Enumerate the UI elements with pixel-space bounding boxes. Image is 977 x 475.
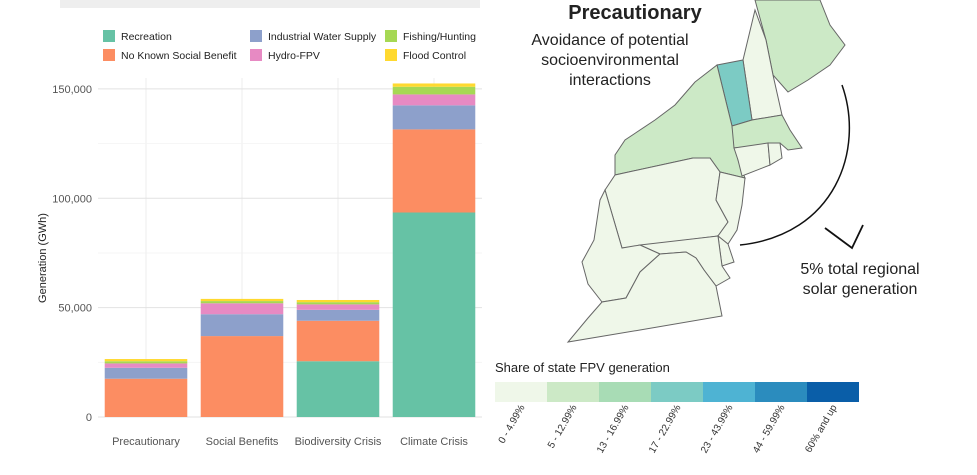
- generation-note-line: solar generation: [802, 281, 918, 298]
- bar-segment-fishing-hunting: [104, 361, 188, 364]
- bar-segment-no-known-social-benefit: [104, 378, 188, 417]
- bar-segment-hydro-fpv: [104, 363, 188, 368]
- bar-segment-recreation: [392, 212, 476, 417]
- scale-swatch: [703, 382, 755, 402]
- legend-swatch: [385, 30, 397, 42]
- map-subtitle-line: Avoidance of potential: [531, 32, 689, 49]
- map-subtitle-line: interactions: [569, 72, 651, 89]
- bar-segment-fishing-hunting: [296, 302, 380, 305]
- bar-segment-flood-control: [392, 83, 476, 87]
- map-panel: 0 - 4.99% 5 - 12.99% 13 - 16.99% 17 - 22.99…: [490, 0, 977, 475]
- y-axis-ticks: 0 50,000 100,000 150,000: [52, 84, 92, 424]
- bar-segment-industrial-water-supply: [200, 314, 284, 337]
- scale-swatch: [755, 382, 807, 402]
- scale-label: 5 - 12.99%: [546, 403, 580, 450]
- scale-swatch: [599, 382, 651, 402]
- chart-legend: Recreation Industrial Water Supply Fishing…: [103, 30, 476, 62]
- scale-swatch: [547, 382, 599, 402]
- note-arc-arrow: [739, 84, 851, 246]
- x-tick-label: Precautionary: [112, 436, 180, 448]
- legend-label: Hydro-FPV: [268, 50, 320, 62]
- scale-title: Share of state FPV generation: [495, 360, 670, 375]
- scale-label: 23 - 43.99%: [699, 403, 736, 455]
- legend-swatch: [103, 49, 115, 61]
- y-tick-label: 100,000: [52, 193, 92, 205]
- stacked-bar-chart: Recreation Industrial Water Supply Fishing…: [37, 0, 482, 448]
- scale-label: 60% and up: [803, 403, 839, 455]
- note-arrow-head: [824, 224, 864, 250]
- y-axis-label: Generation (GWh): [37, 213, 49, 303]
- legend-swatch: [385, 49, 397, 61]
- legend-swatch: [250, 49, 262, 61]
- scale-swatch: [651, 382, 703, 402]
- scale-label: 44 - 59.99%: [751, 403, 788, 455]
- bar-segment-recreation: [296, 361, 380, 417]
- x-axis-ticks: Precautionary Social Benefits Biodiversity…: [112, 436, 468, 448]
- x-tick-label: Social Benefits: [206, 436, 279, 448]
- bar-segment-industrial-water-supply: [104, 367, 188, 379]
- bar-segment-hydro-fpv: [296, 304, 380, 310]
- map-state-virginia: [566, 251, 723, 343]
- state-map: 0 - 4.99% 5 - 12.99% 13 - 16.99% 17 - 22.99…: [495, 0, 864, 455]
- map-subtitle-line: socioenvironmental: [541, 52, 679, 69]
- map-title: Precautionary: [568, 2, 702, 24]
- legend-label: Flood Control: [403, 50, 466, 62]
- chart-bars: [104, 83, 476, 417]
- bar-segment-no-known-social-benefit: [392, 129, 476, 213]
- color-scale: 0 - 4.99% 5 - 12.99% 13 - 16.99% 17 - 22.99…: [495, 382, 859, 455]
- generation-note-line: 5% total regional: [800, 261, 920, 278]
- bar-segment-industrial-water-supply: [296, 309, 380, 321]
- scale-label: 17 - 22.99%: [647, 403, 684, 455]
- bar-segment-fishing-hunting: [392, 86, 476, 95]
- y-tick-label: 50,000: [58, 303, 92, 315]
- legend-swatch: [103, 30, 115, 42]
- map-subtitle: Avoidance of potential socioenvironmenta…: [510, 31, 710, 91]
- chart-top-banner: [60, 0, 480, 8]
- scale-label: 13 - 16.99%: [595, 403, 632, 455]
- legend-label: Recreation: [121, 31, 172, 43]
- y-tick-label: 150,000: [52, 84, 92, 96]
- bar-segment-hydro-fpv: [200, 303, 284, 315]
- generation-note: 5% total regional solar generation: [785, 260, 935, 300]
- scale-label: 0 - 4.99%: [497, 403, 528, 446]
- bar-segment-flood-control: [296, 299, 380, 303]
- bar-segment-fishing-hunting: [200, 301, 284, 304]
- bar-segment-hydro-fpv: [392, 94, 476, 106]
- legend-label: No Known Social Benefit: [121, 50, 237, 62]
- bar-segment-flood-control: [200, 298, 284, 302]
- scale-swatch: [495, 382, 547, 402]
- x-tick-label: Climate Crisis: [400, 436, 468, 448]
- bar-segment-industrial-water-supply: [392, 105, 476, 130]
- legend-swatch: [250, 30, 262, 42]
- bar-segment-flood-control: [104, 359, 188, 362]
- x-tick-label: Biodiversity Crisis: [295, 436, 382, 448]
- map-state-rhode-island: [767, 142, 783, 166]
- y-tick-label: 0: [86, 412, 92, 424]
- scale-swatch: [807, 382, 859, 402]
- bar-segment-no-known-social-benefit: [296, 320, 380, 362]
- map-state-new-jersey: [715, 171, 746, 245]
- legend-label: Fishing/Hunting: [403, 31, 476, 43]
- legend-label: Industrial Water Supply: [268, 31, 377, 43]
- map-state-connecticut: [733, 142, 771, 177]
- bar-segment-no-known-social-benefit: [200, 336, 284, 417]
